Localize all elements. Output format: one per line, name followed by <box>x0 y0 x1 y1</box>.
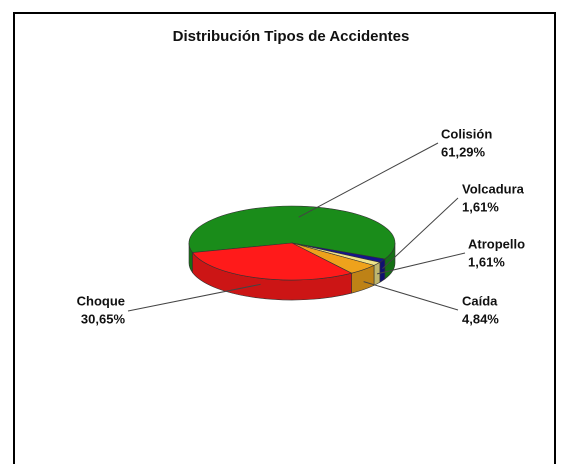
leader-line <box>382 197 459 270</box>
leader-line <box>127 283 261 312</box>
slice-label: Choque <box>77 293 125 308</box>
slice-label: Colisión <box>441 126 492 141</box>
leader-line <box>363 281 459 311</box>
slice-label: Atropello <box>468 236 525 251</box>
chart-title: Distribución Tipos de Accidentes <box>173 28 410 45</box>
leader-line <box>298 142 439 218</box>
slice-value-label: 30,65% <box>81 311 126 326</box>
slice-value-label: 4,84% <box>462 311 499 326</box>
slice-label: Caída <box>462 293 498 308</box>
slice <box>188 205 396 260</box>
slice-label: Volcadura <box>462 181 525 196</box>
slice-value-label: 61,29% <box>441 144 486 159</box>
slice-side <box>379 258 386 283</box>
frame <box>13 12 556 464</box>
slice-value-label: 1,61% <box>462 199 499 214</box>
slice <box>191 242 353 281</box>
slice-value-label: 1,61% <box>468 254 505 269</box>
leader-line <box>376 252 466 275</box>
